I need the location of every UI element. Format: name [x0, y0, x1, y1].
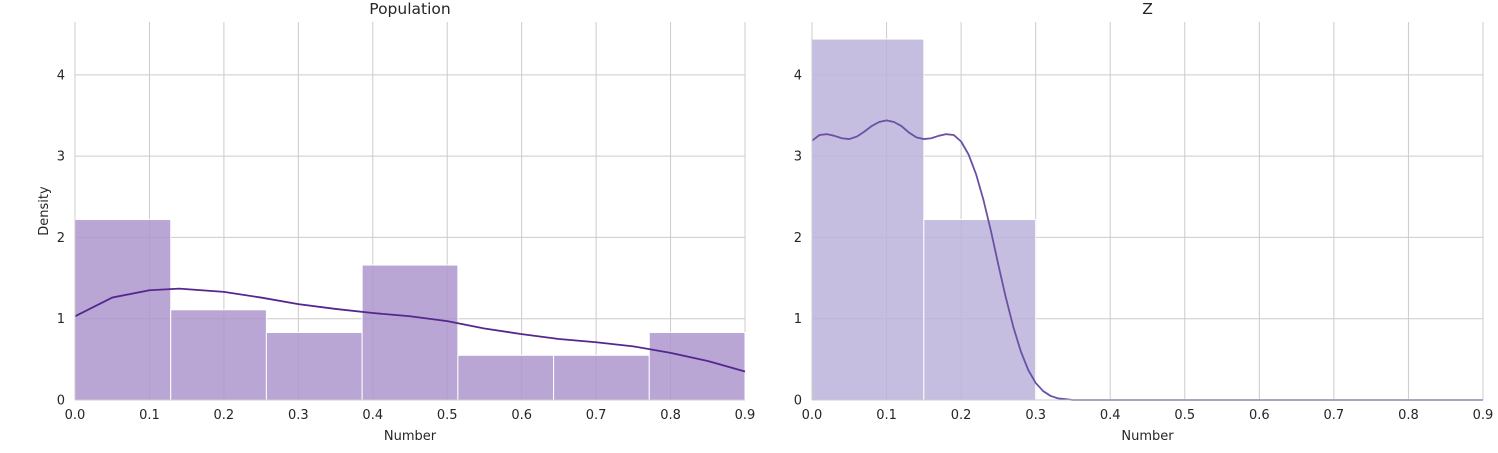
- x-tick-label: 0.0: [802, 408, 823, 423]
- x-tick-label: 0.3: [1025, 408, 1046, 423]
- x-axis-label: Number: [1121, 429, 1174, 444]
- kde-line: [74, 287, 746, 373]
- x-tick-label: 0.3: [288, 408, 309, 423]
- y-tick-label: 2: [57, 231, 65, 246]
- histogram-bar: [648, 332, 746, 401]
- x-tick-label: 0.1: [139, 408, 160, 423]
- y-tick-label: 3: [794, 150, 802, 165]
- x-tick-label: 0.0: [65, 408, 86, 423]
- x-tick-label: 0.6: [511, 408, 532, 423]
- x-tick-label: 0.4: [1100, 408, 1121, 423]
- x-tick-label: 0.6: [1249, 408, 1270, 423]
- y-tick-label: 0: [57, 394, 65, 409]
- histogram-bar: [361, 264, 459, 401]
- chart-title: Population: [369, 0, 450, 18]
- x-axis-label: Number: [384, 429, 437, 444]
- histogram-bar: [553, 354, 650, 401]
- histogram-bar: [457, 354, 555, 401]
- y-tick-label: 1: [794, 312, 802, 327]
- x-tick-label: 0.8: [660, 408, 681, 423]
- x-tick-label: 0.5: [437, 408, 458, 423]
- histogram-bar: [74, 219, 172, 401]
- histogram-bar: [811, 38, 925, 401]
- x-tick-label: 0.5: [1174, 408, 1195, 423]
- x-tick-label: 0.7: [586, 408, 607, 423]
- y-axis-label: Density: [37, 186, 52, 236]
- histogram-bar: [923, 219, 1037, 401]
- x-tick-label: 0.7: [1324, 408, 1345, 423]
- x-tick-label: 0.2: [214, 408, 235, 423]
- y-tick-label: 0: [794, 394, 802, 409]
- histogram-bar: [170, 309, 267, 401]
- x-tick-label: 0.2: [951, 408, 972, 423]
- y-tick-label: 3: [57, 150, 65, 165]
- y-tick-label: 4: [794, 68, 802, 83]
- y-tick-label: 4: [57, 68, 65, 83]
- x-tick-label: 0.8: [1398, 408, 1419, 423]
- chart-title: Z: [1142, 0, 1153, 18]
- y-tick-label: 1: [57, 312, 65, 327]
- x-tick-label: 0.4: [362, 408, 383, 423]
- x-tick-label: 0.9: [1473, 408, 1494, 423]
- y-tick-label: 2: [794, 231, 802, 246]
- histogram-bar: [265, 332, 363, 401]
- chart-panel-1: 0.0 0.1 0.2 0.3 0.4 0.5 0.6 0.7 0.8 0.9 0 1 2 3 4 Numbe…: [37, 0, 755, 444]
- x-tick-label: 0.1: [876, 408, 897, 423]
- x-tick-label: 0.9: [735, 408, 756, 423]
- chart-panel-2: 0.0 0.1 0.2 0.3 0.4 0.5 0.6 0.7 0.8 0.9 0 1 2 3 4 Numbe…: [794, 0, 1494, 444]
